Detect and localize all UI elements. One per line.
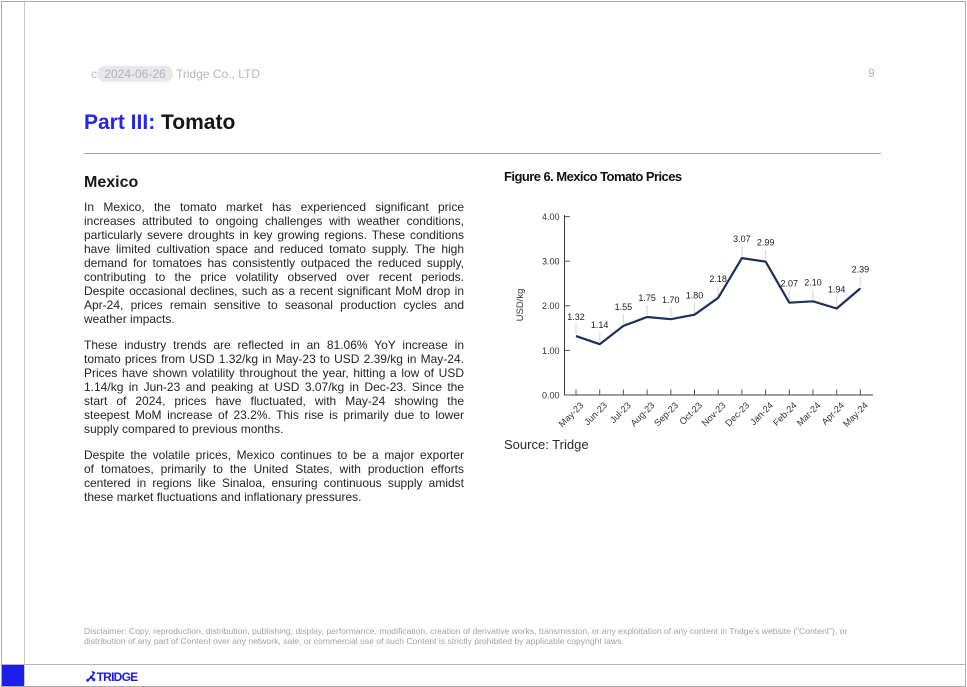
svg-text:Jun-23: Jun-23 [582, 400, 609, 427]
svg-text:1.14: 1.14 [591, 320, 609, 330]
svg-text:1.55: 1.55 [615, 302, 633, 312]
svg-text:1.70: 1.70 [662, 295, 680, 305]
svg-text:1.80: 1.80 [686, 291, 704, 301]
svg-text:3.07: 3.07 [733, 234, 751, 244]
svg-text:2.00: 2.00 [542, 301, 560, 311]
svg-text:1.75: 1.75 [638, 293, 656, 303]
svg-text:Jan-24: Jan-24 [748, 400, 775, 427]
svg-text:4.00: 4.00 [542, 212, 560, 222]
svg-text:Aug-23: Aug-23 [629, 400, 657, 428]
svg-text:1.00: 1.00 [542, 346, 560, 356]
svg-text:May-23: May-23 [557, 400, 586, 429]
svg-text:Nov-23: Nov-23 [700, 400, 728, 428]
svg-text:Feb-24: Feb-24 [771, 400, 799, 428]
svg-text:2.18: 2.18 [709, 274, 727, 284]
svg-text:Sep-23: Sep-23 [652, 400, 680, 428]
svg-text:Mar-24: Mar-24 [795, 400, 823, 428]
svg-text:Dec-23: Dec-23 [723, 400, 751, 428]
svg-text:USD/kg: USD/kg [515, 289, 526, 322]
svg-text:TRIDGE: TRIDGE [97, 670, 139, 683]
svg-text:0.00: 0.00 [542, 390, 560, 400]
svg-text:2.39: 2.39 [852, 264, 870, 274]
svg-text:2.07: 2.07 [781, 279, 799, 289]
svg-text:May-24: May-24 [841, 400, 870, 429]
svg-text:1.94: 1.94 [828, 285, 846, 295]
svg-text:1.32: 1.32 [567, 312, 585, 322]
svg-text:2.10: 2.10 [804, 277, 822, 287]
svg-text:3.00: 3.00 [542, 257, 560, 267]
svg-text:2.99: 2.99 [757, 238, 775, 248]
